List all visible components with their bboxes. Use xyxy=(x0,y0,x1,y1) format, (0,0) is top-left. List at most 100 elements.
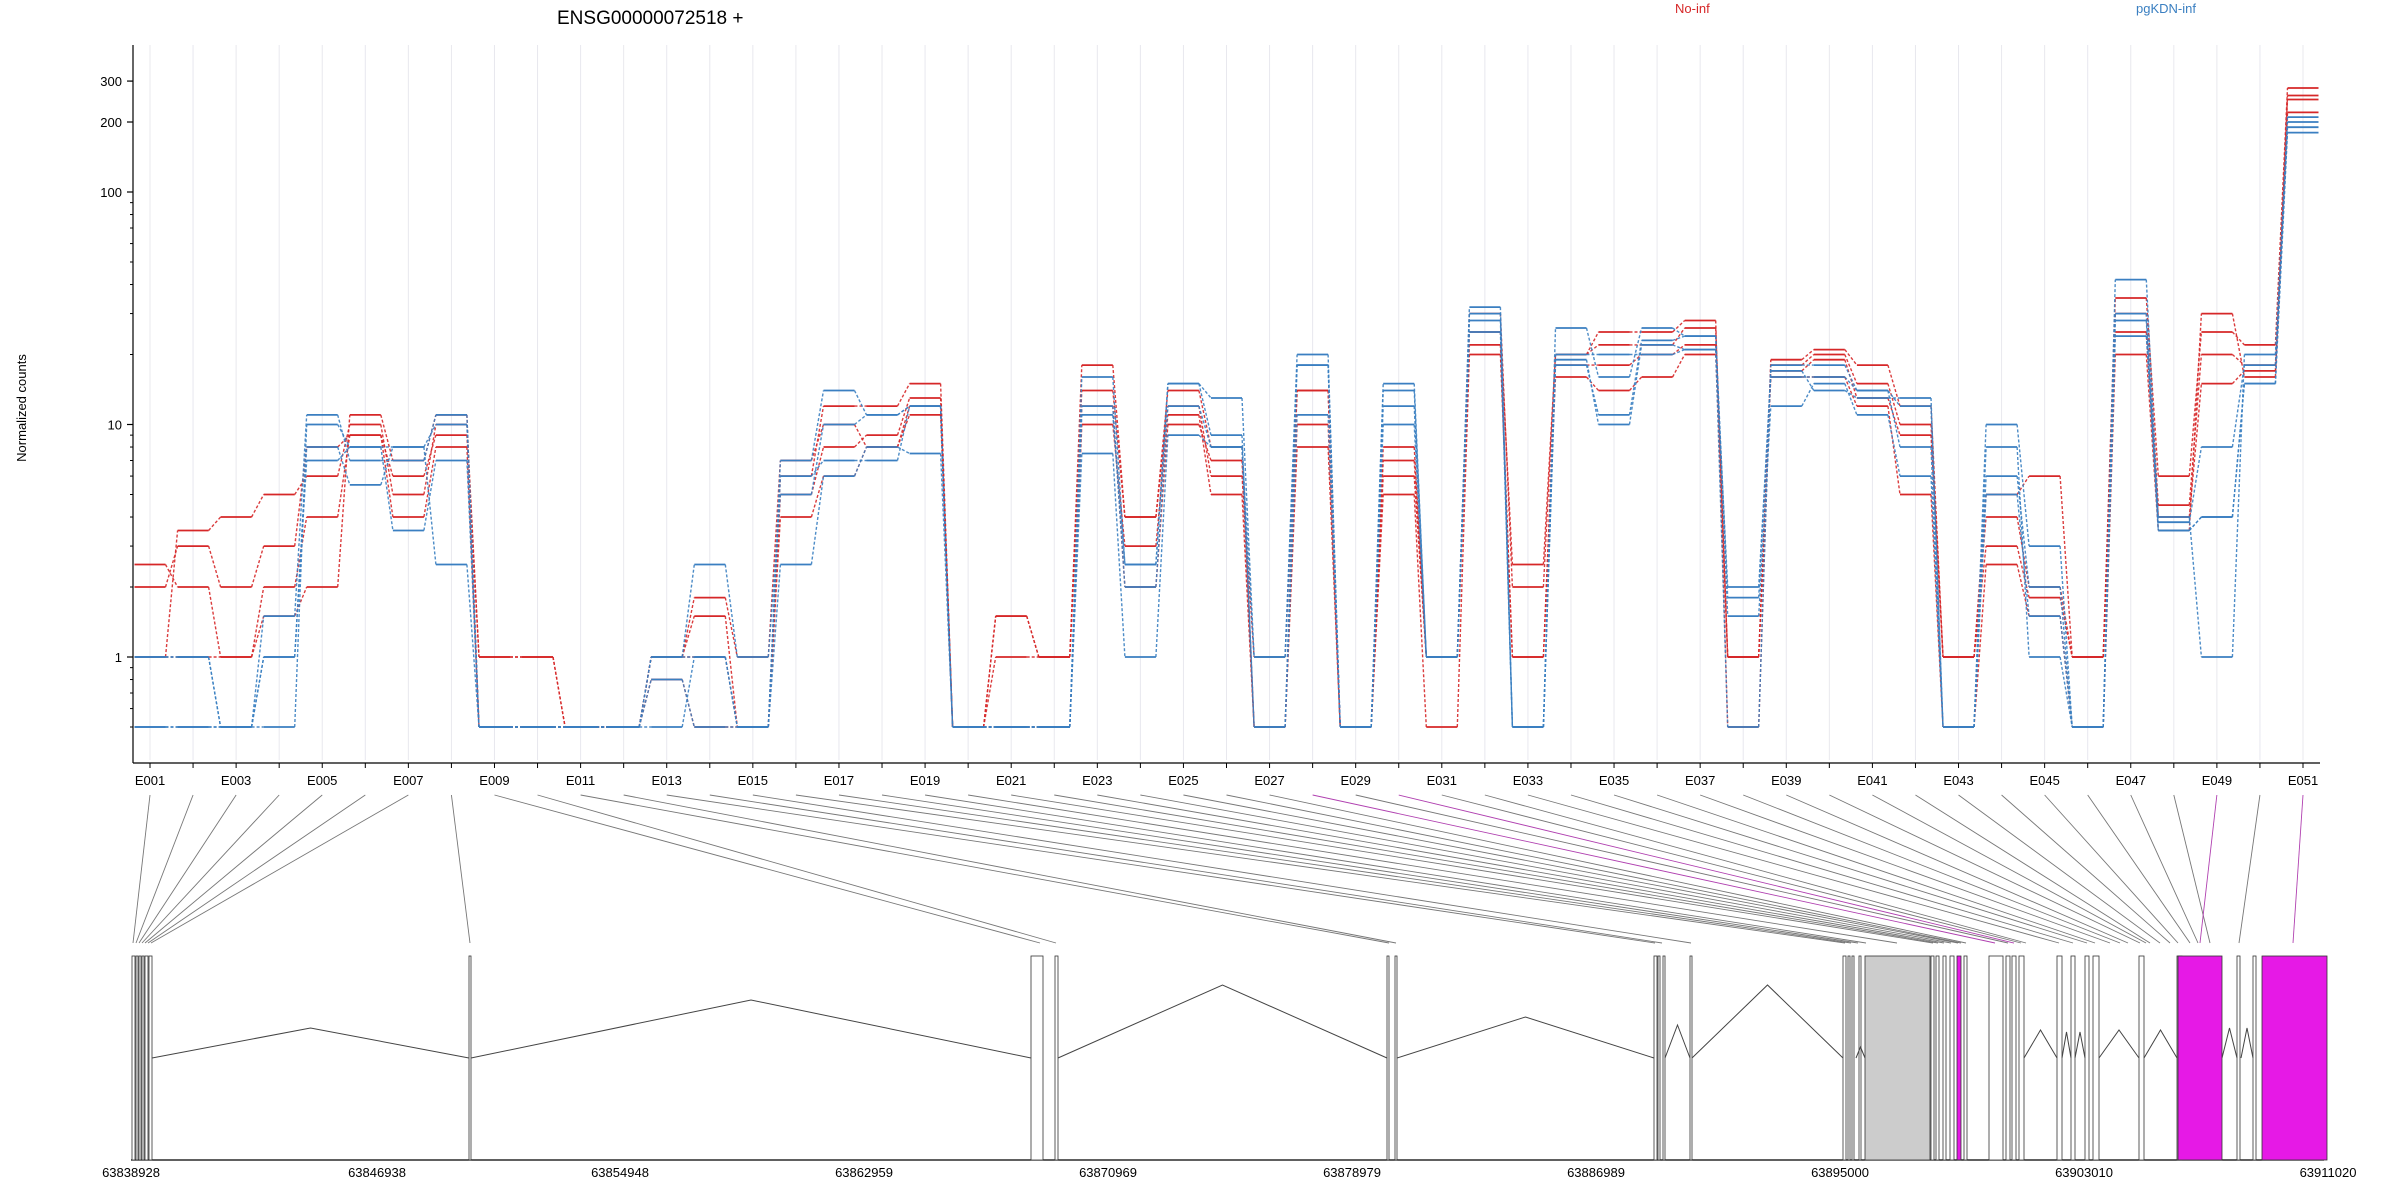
exon-box-highlighted xyxy=(1956,955,1962,1161)
x-tick-label: E013 xyxy=(652,773,682,788)
exon-box xyxy=(1657,955,1661,1161)
exon-connector xyxy=(138,794,237,944)
legend-pgkdn-inf: pgKDN-inf xyxy=(2136,1,2196,16)
exon-connector xyxy=(1398,794,2015,944)
exon-connector xyxy=(1097,794,1945,944)
x-tick-label: E043 xyxy=(1943,773,1973,788)
exon-connector xyxy=(135,794,194,944)
exon-connector xyxy=(1011,794,1934,944)
exon-box xyxy=(1963,955,1968,1161)
exon-box xyxy=(1851,955,1855,1161)
x-tick-label: E025 xyxy=(1168,773,1198,788)
intron-line xyxy=(1396,1016,1655,1059)
genome-axis-tick-label: 63862959 xyxy=(835,1165,893,1180)
exon-box xyxy=(1858,955,1862,1161)
exon-connector xyxy=(1872,794,2147,944)
exon-connector xyxy=(1656,794,2096,944)
genome-axis-tick-label: 63870969 xyxy=(1079,1165,1137,1180)
x-tick-label: E041 xyxy=(1857,773,1887,788)
x-tick-label: E023 xyxy=(1082,773,1112,788)
exon-connector xyxy=(1054,794,1939,944)
exon-box xyxy=(2070,955,2076,1161)
exon-connector xyxy=(1915,794,2151,944)
series-connector-pgkdn-inf xyxy=(165,121,2289,728)
exon-connector xyxy=(1269,794,1967,944)
exon-connector xyxy=(144,794,323,944)
exon-box xyxy=(1842,955,1847,1161)
x-tick-label: E009 xyxy=(479,773,509,788)
x-tick-label: E015 xyxy=(738,773,768,788)
exon-connector xyxy=(1226,794,1962,944)
exon-connector xyxy=(2238,794,2261,944)
exon-box xyxy=(1942,955,1947,1161)
exon-box xyxy=(1935,955,1940,1161)
exon-box xyxy=(144,955,149,1161)
exon-connector xyxy=(2292,794,2304,944)
exon-connector xyxy=(1484,794,2027,944)
x-tick-label: E045 xyxy=(2029,773,2059,788)
exon-box xyxy=(1847,955,1851,1161)
y-tick-label: 200 xyxy=(100,115,122,130)
exon-box xyxy=(1030,955,1044,1161)
exon-box xyxy=(131,955,136,1161)
axes: 1 10 100 200 300 E001 E003 E005 E007 E009 E011 E013… xyxy=(100,45,2320,788)
intron-line xyxy=(2240,1027,2254,1059)
exon-connector xyxy=(580,794,1390,944)
exon-box xyxy=(135,955,139,1161)
exon-connector xyxy=(494,794,1041,944)
exon-box-highlighted xyxy=(2261,955,2328,1161)
exon-connector xyxy=(1183,794,1959,944)
intron-line xyxy=(1664,1023,1691,1059)
genome-axis-tick-label: 63846938 xyxy=(348,1165,406,1180)
exon-connector xyxy=(623,794,1397,944)
exon-box xyxy=(2056,955,2063,1161)
exon-box xyxy=(2005,955,2011,1161)
exon-connector xyxy=(795,794,1846,944)
exon-connector xyxy=(2001,794,2171,944)
exon-connector xyxy=(752,794,1692,944)
x-tick-label: E005 xyxy=(307,773,337,788)
exon-connector xyxy=(838,794,1852,944)
intron-line xyxy=(2098,1029,2140,1059)
exon-connector xyxy=(881,794,1859,944)
y-tick-label: 10 xyxy=(108,418,122,433)
x-tick-label: E001 xyxy=(135,773,165,788)
genome-axis-tick-label: 63886989 xyxy=(1567,1165,1625,1180)
exon-connector xyxy=(1140,794,1952,944)
x-tick-label: E047 xyxy=(2116,773,2146,788)
exon-connector xyxy=(1829,794,2141,944)
series-lines xyxy=(134,87,2319,728)
x-tick-label: E007 xyxy=(393,773,423,788)
exon-connector xyxy=(2130,794,2199,944)
exon-box xyxy=(1653,955,1658,1161)
intron-line xyxy=(2023,1029,2058,1059)
exon-connector xyxy=(450,794,471,944)
x-tick-label: E021 xyxy=(996,773,1026,788)
intron-line xyxy=(2074,1031,2086,1059)
exon-connector xyxy=(968,794,1898,944)
exon-connector xyxy=(1786,794,2129,944)
exon-connector xyxy=(1527,794,2060,944)
intron-line xyxy=(2221,1027,2238,1059)
exon-box xyxy=(141,955,145,1161)
exon-box xyxy=(2138,955,2145,1161)
exon-connector xyxy=(666,794,1656,944)
exon-connector xyxy=(132,794,151,944)
exon-box xyxy=(2011,955,2017,1161)
x-tick-label: E031 xyxy=(1427,773,1457,788)
chart-title: ENSG00000072518 + xyxy=(557,8,743,29)
x-tick-label: E033 xyxy=(1513,773,1543,788)
x-tick-label: E003 xyxy=(221,773,251,788)
exon-box xyxy=(468,955,472,1161)
x-tick-label: E051 xyxy=(2288,773,2318,788)
x-tick-label: E027 xyxy=(1254,773,1284,788)
legend-no-inf: No-inf xyxy=(1675,1,1710,16)
x-tick-label: E037 xyxy=(1685,773,1715,788)
exon-connector xyxy=(709,794,1663,944)
exon-connector xyxy=(925,794,1867,944)
exon-box-highlighted xyxy=(2177,955,2223,1161)
exon-connector xyxy=(141,794,280,944)
exon-connector xyxy=(1958,794,2161,944)
exon-connector xyxy=(2199,794,2218,944)
